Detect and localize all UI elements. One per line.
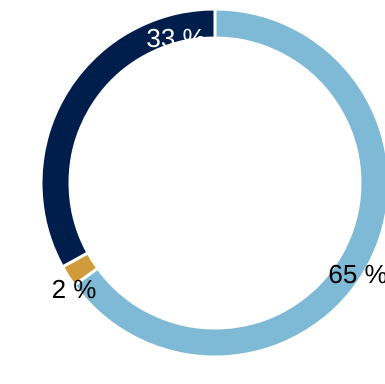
slice-label-0: 65 % <box>328 259 385 289</box>
donut-slice-2 <box>39 7 217 269</box>
slice-label-1: 2 % <box>52 274 97 304</box>
donut-slices <box>39 7 385 359</box>
donut-labels: 65 % 2 % 33 % <box>52 23 385 304</box>
slice-label-2: 33 % <box>146 23 205 53</box>
donut-slice-0 <box>72 7 385 359</box>
